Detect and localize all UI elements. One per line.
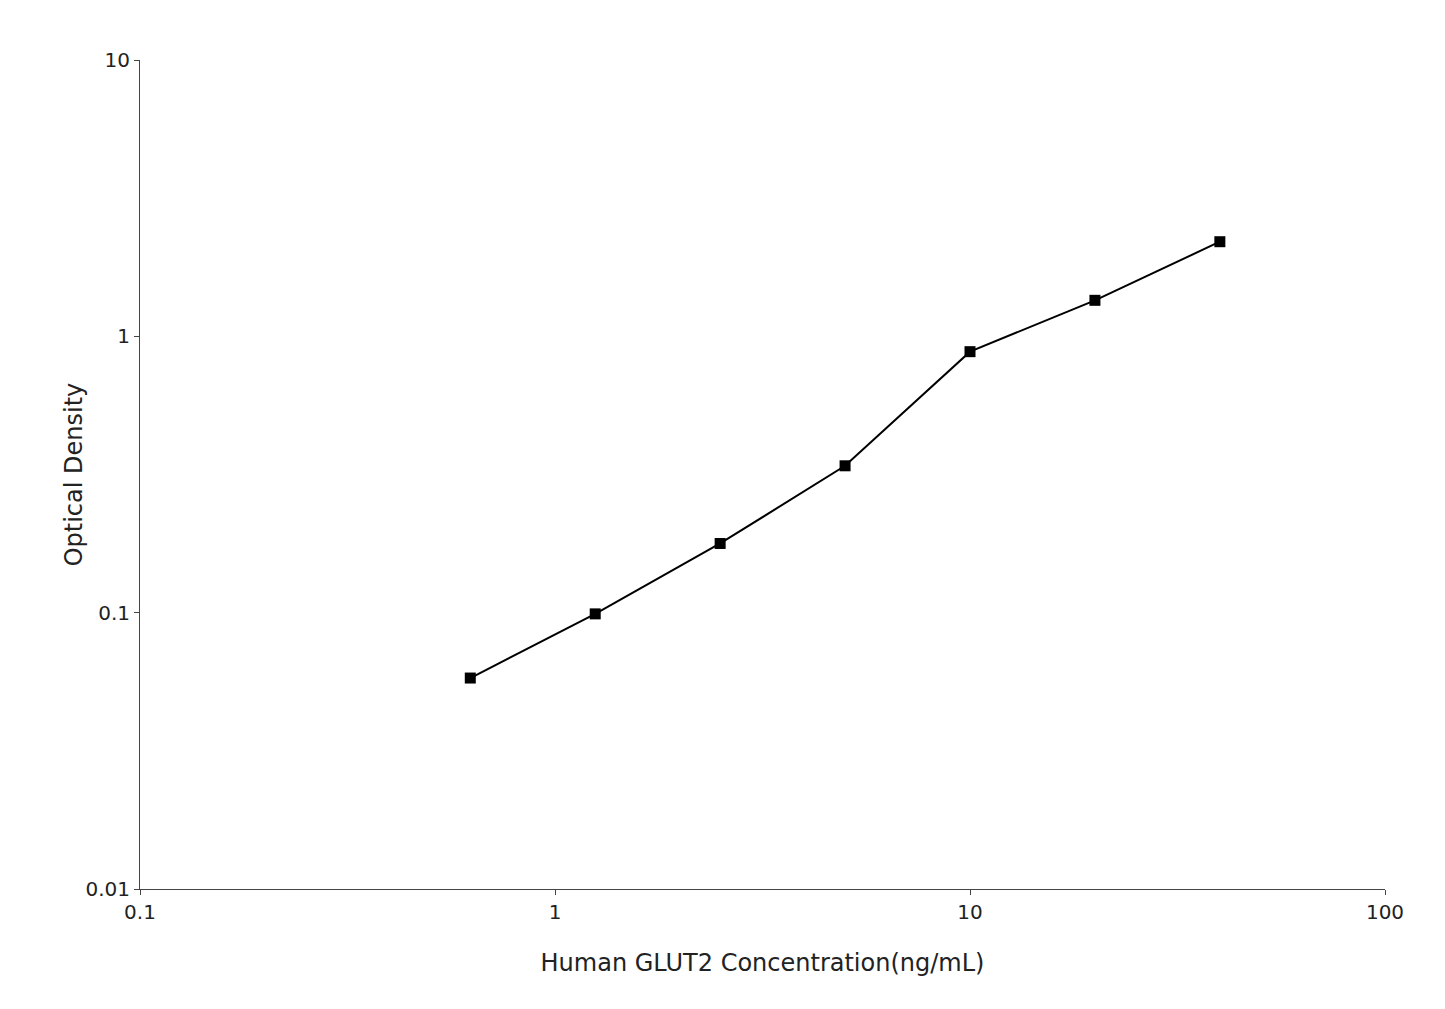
svg-text:1: 1: [549, 900, 562, 924]
svg-text:Optical Density: Optical Density: [60, 383, 88, 567]
svg-text:1: 1: [117, 324, 130, 348]
svg-text:Human GLUT2 Concentration(ng/m: Human GLUT2 Concentration(ng/mL): [541, 949, 985, 977]
svg-text:0.1: 0.1: [124, 900, 156, 924]
svg-text:10: 10: [957, 900, 982, 924]
svg-text:0.01: 0.01: [85, 877, 130, 901]
svg-text:0.1: 0.1: [98, 601, 130, 625]
svg-text:10: 10: [105, 48, 130, 72]
svg-text:100: 100: [1366, 900, 1404, 924]
